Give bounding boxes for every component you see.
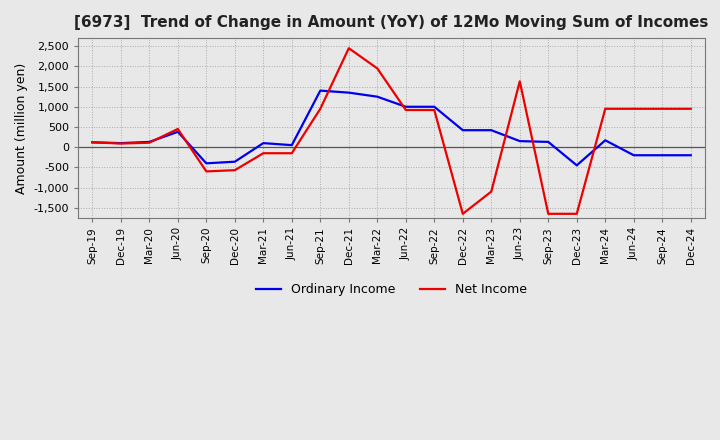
Line: Net Income: Net Income — [92, 48, 690, 214]
Ordinary Income — [259, 140, 268, 146]
Net Income — [145, 140, 153, 145]
Net Income — [316, 106, 325, 111]
Ordinary Income — [487, 128, 495, 133]
Net Income — [373, 66, 382, 71]
Ordinary Income — [430, 104, 438, 110]
Net Income — [117, 141, 125, 146]
Net Income — [402, 107, 410, 113]
Net Income — [287, 150, 296, 156]
Net Income — [344, 46, 353, 51]
Net Income — [174, 126, 182, 132]
Ordinary Income — [344, 90, 353, 95]
Ordinary Income — [544, 139, 552, 145]
Ordinary Income — [316, 88, 325, 93]
Net Income — [459, 211, 467, 216]
Line: Ordinary Income: Ordinary Income — [92, 91, 690, 165]
Ordinary Income — [658, 153, 667, 158]
Ordinary Income — [572, 163, 581, 168]
Net Income — [202, 169, 211, 174]
Ordinary Income — [287, 143, 296, 148]
Ordinary Income — [629, 153, 638, 158]
Net Income — [601, 106, 610, 111]
Net Income — [572, 211, 581, 216]
Ordinary Income — [459, 128, 467, 133]
Net Income — [629, 106, 638, 111]
Ordinary Income — [601, 138, 610, 143]
Net Income — [430, 107, 438, 113]
Net Income — [686, 106, 695, 111]
Ordinary Income — [373, 94, 382, 99]
Ordinary Income — [230, 159, 239, 165]
Ordinary Income — [686, 153, 695, 158]
Ordinary Income — [145, 139, 153, 145]
Title: [6973]  Trend of Change in Amount (YoY) of 12Mo Moving Sum of Incomes: [6973] Trend of Change in Amount (YoY) o… — [74, 15, 708, 30]
Net Income — [544, 211, 552, 216]
Ordinary Income — [402, 104, 410, 110]
Y-axis label: Amount (million yen): Amount (million yen) — [15, 62, 28, 194]
Net Income — [658, 106, 667, 111]
Net Income — [88, 139, 96, 145]
Ordinary Income — [117, 140, 125, 146]
Ordinary Income — [174, 129, 182, 135]
Net Income — [516, 79, 524, 84]
Net Income — [230, 168, 239, 173]
Legend: Ordinary Income, Net Income: Ordinary Income, Net Income — [251, 279, 532, 301]
Net Income — [487, 189, 495, 194]
Net Income — [259, 150, 268, 156]
Ordinary Income — [88, 139, 96, 145]
Ordinary Income — [516, 139, 524, 144]
Ordinary Income — [202, 161, 211, 166]
